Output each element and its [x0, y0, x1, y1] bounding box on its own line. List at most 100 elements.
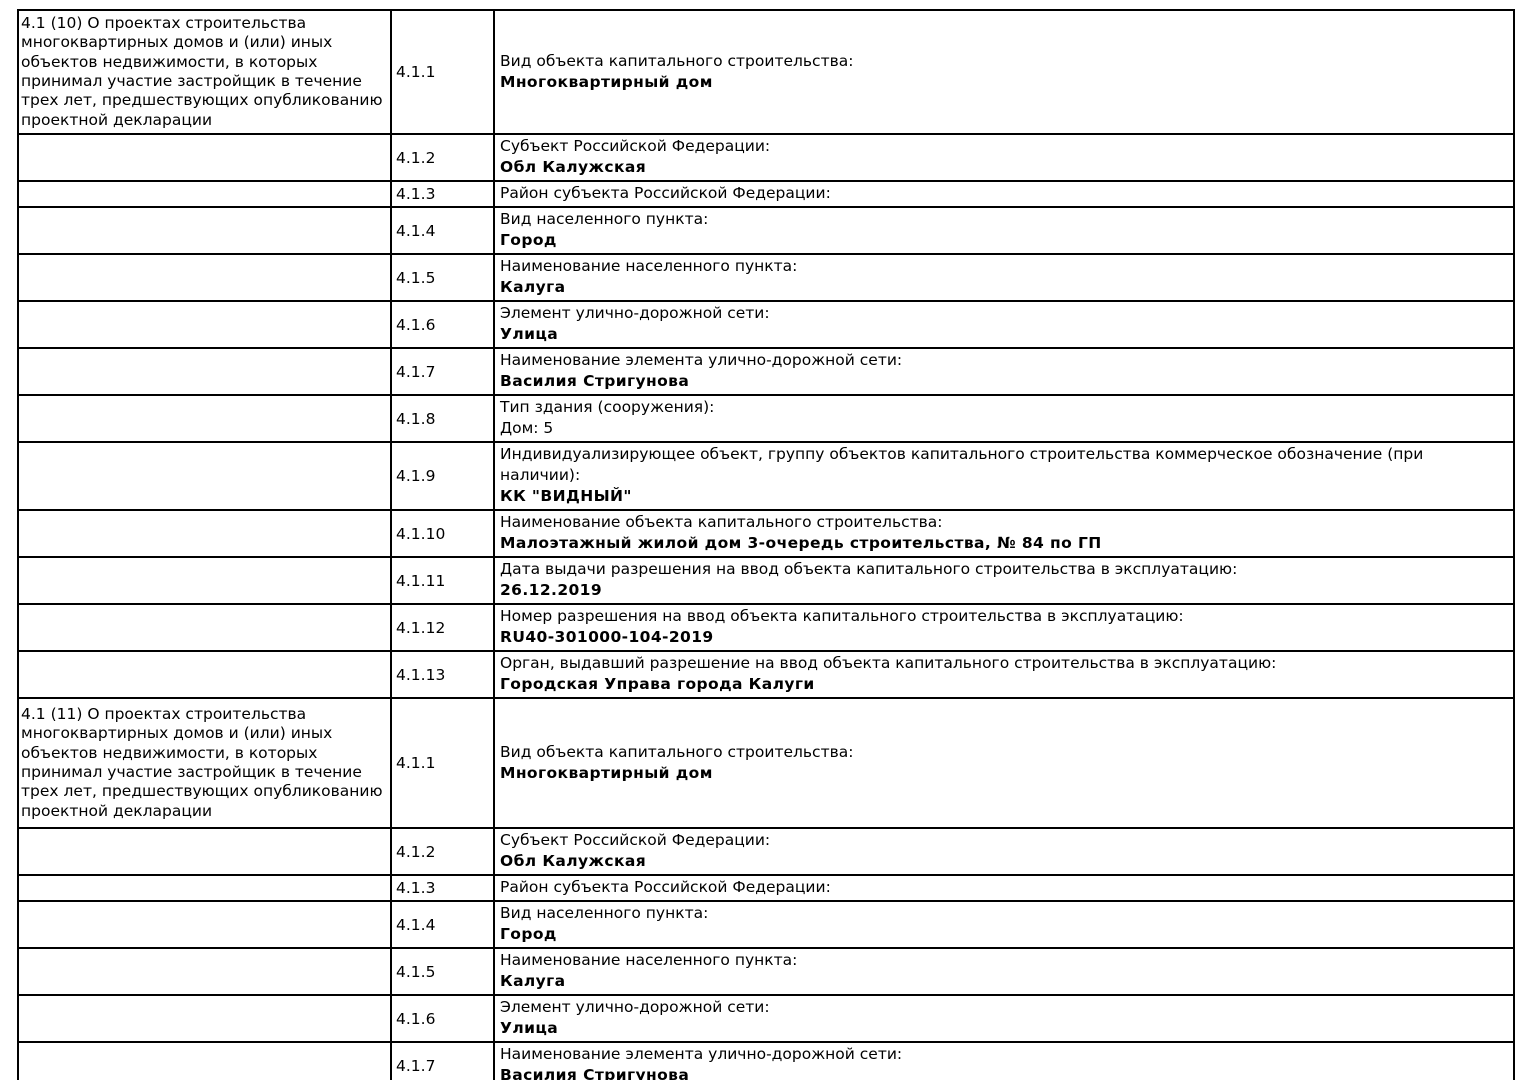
field-cell: Элемент улично-дорожной сети: Улица	[493, 300, 1515, 349]
field-value: Калуга	[500, 972, 566, 990]
row-number: 4.1.12	[390, 603, 495, 652]
declaration-table: 4.1 (10) О проектах строительства многок…	[17, 9, 1515, 1080]
field-value: Калуга	[500, 278, 566, 296]
table-row: 4.1.11 Дата выдачи разрешения на ввод об…	[17, 556, 1515, 605]
table-row: 4.1.4 Вид населенного пункта: Город	[17, 206, 1515, 255]
field-label: Район субъекта Российской Федерации:	[500, 878, 831, 896]
empty-cell	[17, 133, 392, 182]
field-label: Орган, выдавший разрешение на ввод объек…	[500, 654, 1277, 672]
field-label: Вид объекта капитального строительства:	[500, 51, 854, 70]
table-row: 4.1.6 Элемент улично-дорожной сети: Улиц…	[17, 300, 1515, 349]
field-cell: Орган, выдавший разрешение на ввод объек…	[493, 650, 1515, 699]
field-cell: Наименование населенного пункта: Калуга	[493, 253, 1515, 302]
field-value: Многоквартирный дом	[500, 72, 713, 91]
empty-cell	[17, 394, 392, 443]
field-cell: Субъект Российской Федерации: Обл Калужс…	[493, 133, 1515, 182]
row-number: 4.1.8	[390, 394, 495, 443]
field-cell: Наименование элемента улично-дорожной се…	[493, 1041, 1515, 1080]
empty-cell	[17, 947, 392, 996]
empty-cell	[17, 900, 392, 949]
field-label: Тип здания (сооружения):	[500, 398, 715, 416]
table-row: 4.1.3 Район субъекта Российской Федераци…	[17, 180, 1515, 208]
table-row: 4.1.4 Вид населенного пункта: Город	[17, 900, 1515, 949]
row-number: 4.1.11	[390, 556, 495, 605]
field-cell: Район субъекта Российской Федерации:	[493, 180, 1515, 208]
field-value: Василия Стригунова	[500, 372, 690, 390]
empty-cell	[17, 650, 392, 699]
field-cell: Вид объекта капитального строительства: …	[493, 9, 1515, 135]
field-label: Индивидуализирующее объект, группу объек…	[500, 445, 1424, 484]
empty-cell	[17, 827, 392, 876]
empty-cell	[17, 874, 392, 902]
table-row: 4.1 (10) О проектах строительства многок…	[17, 9, 1515, 135]
field-label: Район субъекта Российской Федерации:	[500, 184, 831, 202]
row-number: 4.1.3	[390, 180, 495, 208]
field-label: Субъект Российской Федерации:	[500, 831, 771, 849]
row-number: 4.1.7	[390, 347, 495, 396]
row-number: 4.1.9	[390, 441, 495, 511]
row-number: 4.1.5	[390, 253, 495, 302]
field-cell: Наименование объекта капитального строит…	[493, 509, 1515, 558]
table-row: 4.1.12 Номер разрешения на ввод объекта …	[17, 603, 1515, 652]
field-label: Наименование элемента улично-дорожной се…	[500, 351, 903, 369]
row-number: 4.1.2	[390, 827, 495, 876]
table-row: 4.1.7 Наименование элемента улично-дорож…	[17, 347, 1515, 396]
table-row: 4.1.5 Наименование населенного пункта: К…	[17, 947, 1515, 996]
row-number: 4.1.13	[390, 650, 495, 699]
field-value: Многоквартирный дом	[500, 763, 713, 782]
empty-cell	[17, 253, 392, 302]
empty-cell	[17, 180, 392, 208]
field-value: Малоэтажный жилой дом 3-очередь строител…	[500, 534, 1102, 552]
field-label: Наименование населенного пункта:	[500, 951, 798, 969]
row-number: 4.1.1	[390, 9, 495, 135]
table-row: 4.1.5 Наименование населенного пункта: К…	[17, 253, 1515, 302]
field-value: Василия Стригунова	[500, 1066, 690, 1080]
section-description-cell: 4.1 (10) О проектах строительства многок…	[17, 9, 392, 135]
table-row: 4.1.6 Элемент улично-дорожной сети: Улиц…	[17, 994, 1515, 1043]
row-number: 4.1.5	[390, 947, 495, 996]
section-description: 4.1 (11) О проектах строительства многок…	[21, 705, 383, 820]
table-row: 4.1.10 Наименование объекта капитального…	[17, 509, 1515, 558]
field-label: Элемент улично-дорожной сети:	[500, 304, 770, 322]
table-row: 4.1 (11) О проектах строительства многок…	[17, 697, 1515, 829]
row-number: 4.1.4	[390, 206, 495, 255]
field-label: Наименование элемента улично-дорожной се…	[500, 1045, 903, 1063]
empty-cell	[17, 347, 392, 396]
field-value: Городская Управа города Калуги	[500, 675, 815, 693]
table-row: 4.1.9 Индивидуализирующее объект, группу…	[17, 441, 1515, 511]
field-cell: Вид объекта капитального строительства: …	[493, 697, 1515, 829]
field-value: КК "ВИДНЫЙ"	[500, 487, 632, 505]
row-number: 4.1.6	[390, 994, 495, 1043]
field-cell: Вид населенного пункта: Город	[493, 206, 1515, 255]
field-value: Обл Калужская	[500, 158, 647, 176]
table-row: 4.1.13 Орган, выдавший разрешение на вво…	[17, 650, 1515, 699]
field-cell: Индивидуализирующее объект, группу объек…	[493, 441, 1515, 511]
empty-cell	[17, 603, 392, 652]
field-label: Номер разрешения на ввод объекта капитал…	[500, 607, 1184, 625]
row-number: 4.1.7	[390, 1041, 495, 1080]
empty-cell	[17, 1041, 392, 1080]
field-value: 26.12.2019	[500, 581, 603, 599]
field-value: Обл Калужская	[500, 852, 647, 870]
table-row: 4.1.2 Субъект Российской Федерации: Обл …	[17, 133, 1515, 182]
field-cell: Наименование населенного пункта: Калуга	[493, 947, 1515, 996]
field-cell: Вид населенного пункта: Город	[493, 900, 1515, 949]
section-description: 4.1 (10) О проектах строительства многок…	[21, 14, 383, 129]
field-value: Город	[500, 925, 557, 943]
field-value: RU40-301000-104-2019	[500, 628, 714, 646]
field-value: Улица	[500, 1019, 559, 1037]
empty-cell	[17, 556, 392, 605]
field-cell: Наименование элемента улично-дорожной се…	[493, 347, 1515, 396]
field-label: Элемент улично-дорожной сети:	[500, 998, 770, 1016]
field-cell: Тип здания (сооружения): Дом: 5	[493, 394, 1515, 443]
table-row: 4.1.7 Наименование элемента улично-дорож…	[17, 1041, 1515, 1080]
row-number: 4.1.6	[390, 300, 495, 349]
field-label: Наименование населенного пункта:	[500, 257, 798, 275]
row-number: 4.1.3	[390, 874, 495, 902]
row-number: 4.1.1	[390, 697, 495, 829]
field-cell: Номер разрешения на ввод объекта капитал…	[493, 603, 1515, 652]
empty-cell	[17, 300, 392, 349]
row-number: 4.1.2	[390, 133, 495, 182]
section-description-cell: 4.1 (11) О проектах строительства многок…	[17, 697, 392, 829]
